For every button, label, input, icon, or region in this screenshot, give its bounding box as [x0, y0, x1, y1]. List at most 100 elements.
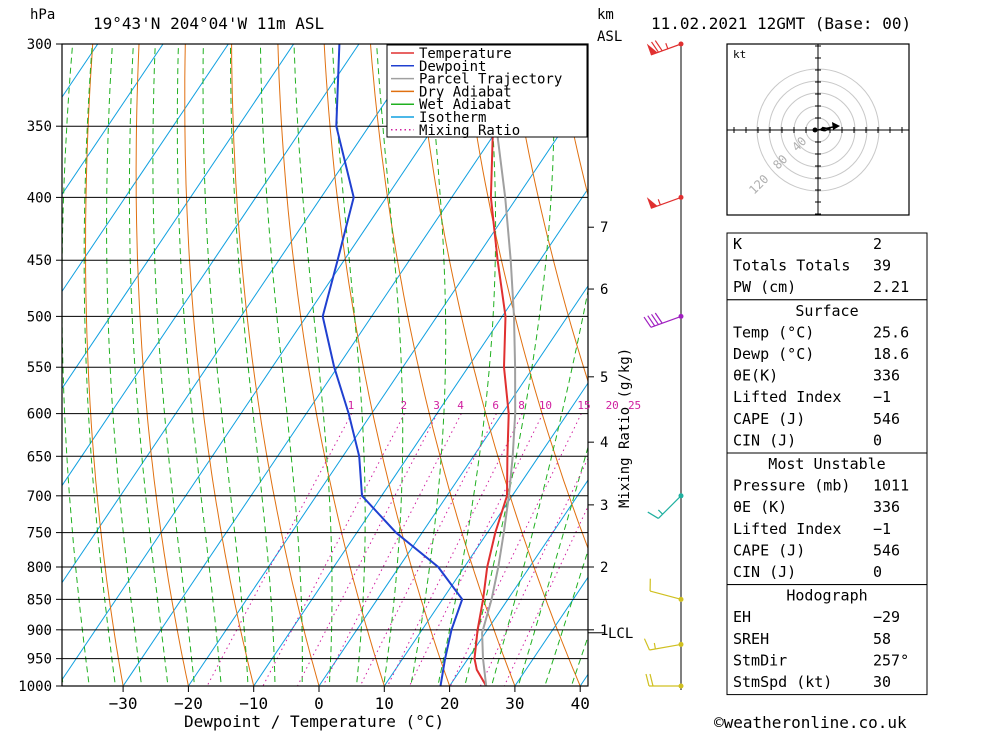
table-value: −1: [873, 388, 891, 406]
wind-barb-dot: [679, 195, 684, 200]
wind-barb: [644, 313, 683, 327]
table-label: Pressure (mb): [733, 477, 850, 495]
km-tick-label: 3: [600, 498, 608, 514]
isotherm-line: [0, 44, 359, 686]
x-axis-title: Dewpoint / Temperature (°C): [184, 712, 444, 731]
wind-barb-feather: [646, 674, 649, 686]
wind-barb-staff: [651, 316, 681, 327]
table-value: 58: [873, 630, 891, 648]
wind-barb-half-feather: [658, 199, 660, 205]
copyright: ©weatheronline.co.uk: [714, 713, 907, 732]
lcl-label: LCL: [608, 626, 633, 642]
km-tick-label: 6: [600, 282, 608, 298]
table-label: CIN (J): [733, 563, 796, 581]
mixing-ratio-label: 3: [433, 399, 440, 412]
table-label: PW (cm): [733, 278, 796, 296]
x-tick-label: −20: [174, 694, 203, 713]
wind-barb: [644, 639, 683, 650]
pressure-tick-label: 750: [27, 526, 52, 542]
table-label: Lifted Index: [733, 520, 841, 538]
wind-barb-half-feather: [658, 510, 662, 514]
km-tick-label: 5: [600, 370, 608, 386]
wet-adiabat-line: [231, 26, 276, 712]
dry-adiabat-line: [232, 26, 327, 712]
mixing-ratio-title: Mixing Ratio (g/kg): [617, 348, 633, 508]
plot-frame: [62, 44, 588, 686]
dry-adiabat-line: [965, 26, 1000, 712]
wet-adiabat-line: [107, 26, 145, 712]
pressure-tick-label: 550: [27, 360, 52, 376]
wind-barb: [647, 41, 684, 55]
table-section-title: Most Unstable: [768, 455, 885, 473]
pressure-tick-label: 600: [27, 407, 52, 423]
x-tick-label: 20: [440, 694, 459, 713]
table-label: K: [733, 235, 742, 253]
table-label: Dewp (°C): [733, 345, 814, 363]
table-label: SREH: [733, 630, 769, 648]
wind-barb-staff: [650, 591, 681, 599]
km-tick-label: 2: [600, 560, 608, 576]
table-label: CAPE (J): [733, 541, 805, 559]
pressure-tick-label: 650: [27, 449, 52, 465]
series-dewpoint: [323, 44, 463, 686]
pressure-tick-label: 700: [27, 489, 52, 505]
wind-barb-dot: [679, 597, 684, 602]
table-value: 0: [873, 563, 882, 581]
mixing-ratio-line: [450, 414, 581, 686]
wind-barb-dot: [679, 493, 684, 498]
km-tick-label: 7: [600, 220, 608, 236]
pressure-tick-label: 850: [27, 592, 52, 608]
table-label: θE (K): [733, 498, 787, 516]
table-value: 546: [873, 541, 900, 559]
pressure-tick-label: 350: [27, 119, 52, 135]
wind-barb-feather: [644, 639, 649, 650]
dry-adiabat-line: [919, 26, 1000, 712]
mixing-ratio-label: 6: [492, 399, 499, 412]
wind-barb-feather: [650, 674, 653, 686]
hodograph-origin-dot: [813, 128, 818, 133]
table-label: CAPE (J): [733, 410, 805, 428]
mixing-ratio-label: 8: [518, 399, 525, 412]
table-value: 336: [873, 367, 900, 385]
table-value: 0: [873, 431, 882, 449]
wind-barb-dot: [679, 642, 684, 647]
wind-barb: [650, 579, 683, 602]
table-value: 257°: [873, 651, 909, 669]
mixing-ratio-label: 10: [539, 399, 552, 412]
table-label: Temp (°C): [733, 323, 814, 341]
table-label: Totals Totals: [733, 257, 850, 275]
table-value: 30: [873, 673, 891, 691]
pressure-tick-label: 800: [27, 560, 52, 576]
mixing-ratio-label: 4: [457, 399, 464, 412]
table-label: CIN (J): [733, 431, 796, 449]
hodograph-unit: kt: [733, 48, 746, 61]
pressure-tick-label: 500: [27, 309, 52, 325]
table-label: StmDir: [733, 651, 787, 669]
table-value: −29: [873, 608, 900, 626]
wind-barb: [647, 195, 684, 208]
location-title: 19°43'N 204°04'W 11m ASL: [93, 14, 324, 33]
table-value: −1: [873, 520, 891, 538]
pressure-tick-label: 950: [27, 652, 52, 668]
table-value: 25.6: [873, 323, 909, 341]
table-value: 1011: [873, 477, 909, 495]
wind-barb: [648, 493, 684, 518]
unit-hpa: hPa: [30, 7, 55, 23]
table-label: Lifted Index: [733, 388, 841, 406]
wind-barb-half-feather: [666, 43, 668, 49]
dry-adiabat-line: [185, 26, 260, 712]
wind-barb-dot: [679, 314, 684, 319]
table-section-title: Surface: [795, 302, 858, 320]
mixing-ratio-label: 1: [348, 399, 355, 412]
mixing-ratio-label: 2: [401, 399, 408, 412]
pressure-tick-label: 450: [27, 253, 52, 269]
wind-barbs: [644, 41, 683, 689]
date-title: 11.02.2021 12GMT (Base: 00): [651, 14, 911, 33]
isotherm-line: [58, 44, 490, 686]
x-tick-label: 10: [375, 694, 394, 713]
x-tick-label: 40: [571, 694, 590, 713]
